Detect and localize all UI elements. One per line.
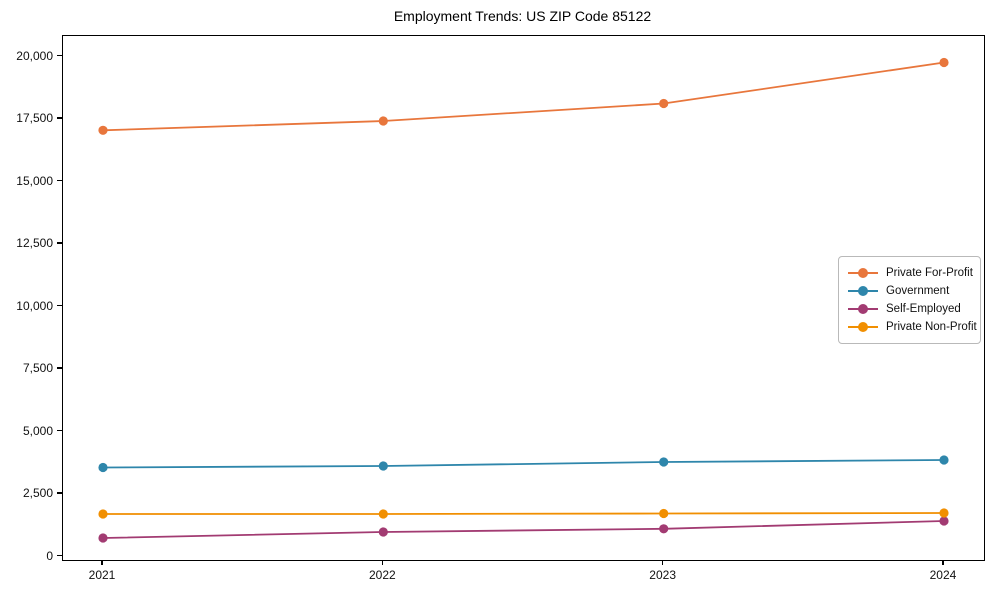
y-tick-mark — [57, 429, 62, 432]
data-point-government-2024 — [939, 455, 949, 465]
x-axis-tick-label: 2023 — [649, 568, 677, 582]
x-axis-tick-label: 2022 — [368, 568, 396, 582]
y-tick-mark — [57, 242, 62, 244]
series-government — [98, 455, 949, 473]
y-axis-tick-label: 20,000 — [16, 48, 53, 63]
legend-item-government: Government — [848, 282, 972, 300]
legend-label: Private Non-Profit — [886, 321, 977, 333]
data-point-private-for-profit-2022 — [378, 116, 388, 126]
legend-line-marker-icon — [848, 286, 878, 296]
legend-line-marker-icon — [848, 268, 878, 278]
data-point-private-non-profit-2021 — [98, 509, 108, 519]
data-point-self-employed-2023 — [659, 524, 669, 534]
y-axis-tick-label: 10,000 — [16, 298, 53, 313]
legend-line-marker-icon — [848, 322, 878, 332]
legend-label: Self-Employed — [886, 303, 961, 315]
data-point-self-employed-2022 — [378, 527, 388, 537]
y-tick-mark — [57, 492, 62, 494]
y-tick-mark — [57, 117, 62, 119]
y-tick-mark — [57, 367, 62, 369]
data-point-government-2023 — [659, 457, 669, 467]
line-self-employed — [102, 520, 945, 539]
series-private-non-profit — [98, 508, 949, 519]
legend-item-private-for-profit: Private For-Profit — [848, 264, 973, 282]
data-point-private-for-profit-2021 — [98, 125, 108, 135]
data-point-private-non-profit-2024 — [939, 508, 949, 518]
data-point-government-2022 — [378, 461, 388, 471]
y-tick-mark — [57, 179, 62, 182]
legend-item-private-non-profit: Private Non-Profit — [848, 318, 977, 336]
y-axis-tick-label: 0 — [46, 548, 53, 563]
data-point-government-2021 — [98, 462, 108, 473]
data-point-self-employed-2021 — [98, 533, 108, 543]
x-axis-tick-label: 2021 — [88, 568, 116, 582]
y-axis-tick-label: 5,000 — [22, 423, 53, 438]
data-point-private-for-profit-2024 — [939, 57, 949, 68]
series-self-employed — [98, 516, 949, 543]
x-axis-tick-label: 2024 — [929, 568, 957, 582]
line-private-non-profit — [103, 512, 945, 515]
y-axis-tick-label: 2,500 — [22, 486, 53, 500]
legend: Private For-Profit Government Self-Employe… — [838, 256, 981, 344]
line-government — [102, 459, 945, 469]
data-point-private-for-profit-2023 — [659, 98, 669, 109]
legend-item-self-employed: Self-Employed — [848, 300, 972, 318]
data-point-private-non-profit-2023 — [659, 508, 669, 519]
data-point-self-employed-2024 — [939, 516, 949, 526]
legend-line-marker-icon — [848, 304, 878, 314]
series-private-for-profit — [98, 57, 949, 135]
line-chart-canvas — [98, 57, 949, 543]
y-axis-tick-label: 15,000 — [16, 173, 53, 188]
y-axis-tick-label: 12,500 — [16, 236, 53, 250]
y-tick-mark — [57, 304, 62, 307]
x-tick-mark — [942, 560, 944, 565]
y-tick-mark — [57, 554, 62, 557]
plot-area: Private For-Profit Government Self-Employe… — [62, 35, 985, 561]
data-point-private-non-profit-2022 — [378, 509, 388, 519]
y-axis-tick-label: 7,500 — [22, 361, 53, 375]
y-axis-tick-label: 17,500 — [16, 111, 53, 125]
x-tick-mark — [101, 560, 103, 565]
y-tick-mark — [57, 54, 62, 57]
legend-label: Government — [886, 285, 950, 297]
legend-label: Private For-Profit — [886, 267, 973, 279]
x-tick-mark — [662, 560, 664, 565]
x-tick-mark — [381, 560, 384, 565]
line-private-for-profit — [102, 61, 945, 132]
chart-title: Employment Trends: US ZIP Code 85122 — [393, 8, 652, 24]
